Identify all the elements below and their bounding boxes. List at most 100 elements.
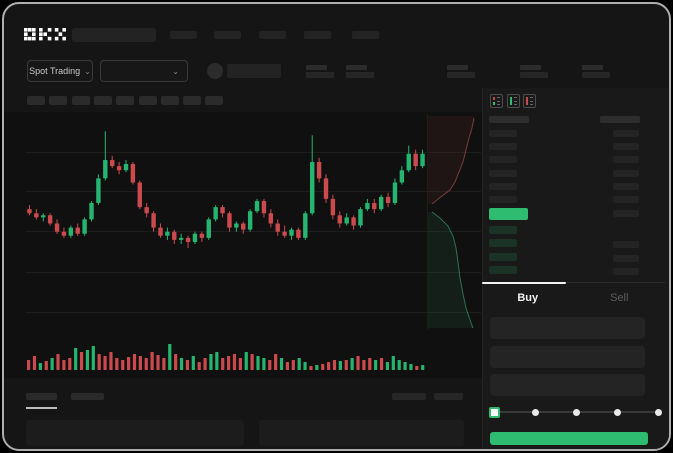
depth-chart[interactable]	[428, 116, 482, 330]
timeframe-placeholder[interactable]	[116, 96, 135, 105]
volume-bar	[321, 364, 325, 370]
volume-bar	[279, 358, 284, 370]
chart-background	[4, 112, 482, 378]
timeframe-placeholder[interactable]	[160, 96, 179, 105]
amount-slider[interactable]	[488, 404, 664, 420]
ask-price-placeholder[interactable]	[489, 156, 517, 164]
nav-item-placeholder[interactable]	[259, 31, 286, 39]
ask-price-placeholder[interactable]	[489, 196, 517, 203]
slider-stop-dot[interactable]	[572, 408, 580, 416]
bid-price-placeholder[interactable]	[489, 252, 517, 261]
candle-body	[254, 200, 260, 212]
stat-label-placeholder	[520, 65, 541, 70]
ask-price-placeholder[interactable]	[489, 143, 517, 151]
bottom-right-placeholder[interactable]	[392, 393, 426, 400]
candle-body	[89, 203, 94, 220]
volume-bar	[97, 354, 101, 370]
bid-price-placeholder[interactable]	[489, 266, 517, 275]
volume-bar	[268, 360, 272, 370]
coin-avatar	[207, 63, 223, 79]
volume-bar	[121, 360, 125, 370]
volume-bar	[138, 356, 142, 370]
volume-bar	[303, 362, 307, 370]
bottom-tab-underline	[26, 407, 57, 409]
candle-body	[96, 178, 101, 203]
trade-input-placeholder[interactable]	[490, 317, 645, 339]
tab-buy[interactable]: Buy	[482, 283, 574, 313]
volume-bar	[256, 356, 260, 370]
candle-body	[227, 213, 232, 228]
last-price-highlight[interactable]	[489, 208, 528, 220]
slider-stop-dot[interactable]	[613, 408, 621, 416]
candle-body	[420, 153, 425, 167]
volume-bar	[238, 358, 242, 370]
candle-body	[103, 159, 108, 179]
gridline	[26, 152, 481, 153]
okx-logo[interactable]	[24, 28, 66, 41]
gridline	[26, 231, 481, 232]
market-type-dropdown[interactable]: Spot Trading ⌄	[27, 60, 93, 82]
ask-amount-placeholder	[613, 156, 639, 164]
volume-bar	[421, 365, 425, 370]
bottom-right-placeholder[interactable]	[434, 393, 463, 400]
candle-body	[178, 237, 184, 240]
nav-item-placeholder[interactable]	[304, 31, 331, 39]
trade-tabs: Buy Sell	[482, 282, 665, 313]
gridline	[26, 191, 481, 192]
nav-item-placeholder[interactable]	[352, 31, 379, 39]
timeframe-placeholder[interactable]	[93, 96, 112, 105]
candle-body	[392, 182, 398, 203]
candlestick-chart[interactable]	[26, 116, 426, 331]
candle-body	[296, 229, 301, 238]
ask-price-placeholder[interactable]	[489, 182, 517, 190]
candle-body	[385, 196, 391, 203]
tab-sell[interactable]: Sell	[574, 283, 666, 313]
buy-submit-button[interactable]	[490, 432, 648, 445]
volume-bar	[215, 352, 219, 370]
bid-price-placeholder[interactable]	[489, 226, 517, 234]
timeframe-placeholder[interactable]	[71, 96, 90, 105]
timeframe-placeholder[interactable]	[183, 96, 202, 105]
timeframe-placeholder[interactable]	[138, 96, 157, 105]
ask-amount-placeholder	[613, 196, 639, 203]
bottom-tab-placeholder[interactable]	[71, 393, 104, 400]
slider-handle[interactable]	[489, 406, 500, 418]
candle-body	[323, 178, 329, 199]
active-tab-indicator	[482, 282, 566, 284]
bid-price-placeholder[interactable]	[489, 239, 517, 248]
bottom-tab-placeholder[interactable]	[26, 393, 57, 400]
volume-bar	[350, 358, 354, 370]
orderbook-view-bids-icon[interactable]	[507, 94, 520, 108]
candle-body	[206, 219, 211, 238]
slider-stop-dot[interactable]	[531, 408, 539, 416]
pair-dropdown[interactable]: ⌄	[100, 60, 188, 82]
volume-chart[interactable]	[26, 340, 426, 370]
volume-bar	[227, 356, 231, 370]
global-search-placeholder[interactable]	[72, 28, 156, 42]
ask-price-placeholder[interactable]	[489, 169, 517, 177]
ask-price-placeholder[interactable]	[489, 130, 517, 137]
volume-bar	[297, 358, 301, 370]
candle-body	[213, 207, 218, 220]
timeframe-placeholder[interactable]	[27, 96, 45, 105]
orderbook-view-asks-icon[interactable]	[523, 94, 536, 108]
nav-item-placeholder[interactable]	[214, 31, 241, 39]
volume-bar	[44, 361, 48, 370]
slider-stop-dot[interactable]	[654, 408, 662, 416]
orderbook-view-combined-icon[interactable]	[490, 94, 503, 108]
trade-input-placeholder[interactable]	[490, 346, 645, 368]
volume-bar	[62, 360, 66, 370]
timeframe-placeholder[interactable]	[205, 96, 224, 105]
trade-input-placeholder[interactable]	[490, 374, 645, 396]
volume-bar	[344, 360, 348, 370]
volume-bar	[356, 356, 360, 370]
timeframe-placeholder[interactable]	[49, 96, 68, 105]
volume-bar	[338, 361, 342, 370]
nav-item-placeholder[interactable]	[170, 31, 197, 39]
ask-amount-placeholder	[613, 143, 639, 151]
candle-body	[34, 213, 39, 218]
volume-bar	[332, 360, 337, 370]
volume-bar	[374, 360, 378, 370]
volume-bar	[191, 356, 195, 370]
candle-body	[185, 237, 191, 242]
